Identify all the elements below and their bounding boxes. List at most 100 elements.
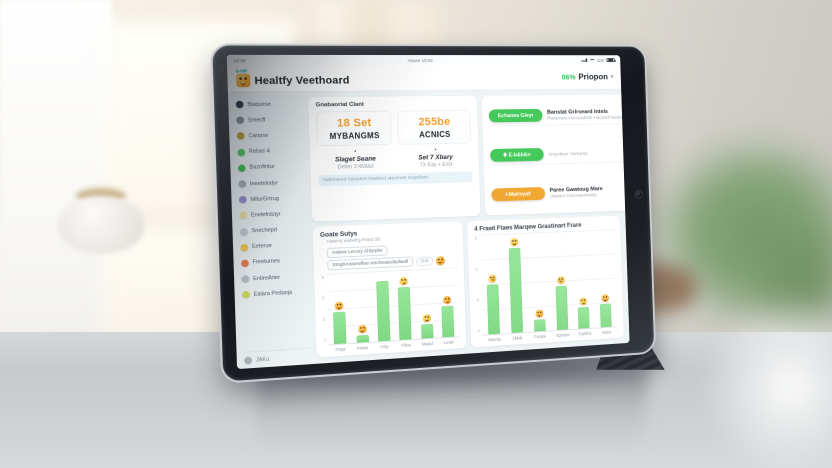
action-text: Sntyntleyr Herkarlat xyxy=(548,151,588,158)
x-tick-label: TqWths xyxy=(577,330,592,337)
smiley-yellow-icon xyxy=(556,275,565,284)
smiley-yellow-icon xyxy=(510,238,519,247)
app-header: 6-HP Healtfy Veethoard 06% Priopon ▾ xyxy=(227,64,622,93)
sidebar-item-label: Ealara Pedanja xyxy=(253,289,293,298)
sidebar-item-icon xyxy=(241,275,250,284)
stat-subinfo: Set 7 Xbary TX Eay + EXd xyxy=(399,147,472,168)
bar xyxy=(598,229,612,328)
sidebar-item-label: Cararse xyxy=(248,132,269,140)
stats-panel: Gnabaoriat Clant 18 Set MYBANGMS 255be A… xyxy=(308,95,481,222)
sidebar-item-label: Freeturnes xyxy=(252,258,280,267)
tablet-reflection xyxy=(252,368,650,454)
bar xyxy=(531,232,546,332)
sidebar-item-icon xyxy=(238,196,247,204)
sidebar: Biaquese Smecff Cararse Relser 4 Bazofintur I… xyxy=(228,92,314,369)
stat-label: ACNICS xyxy=(418,129,451,140)
stats-panel-title: Gnabaoriat Clant xyxy=(315,101,365,109)
sidebar-item-icon xyxy=(236,116,245,125)
sidebar-item-label: Enelefntstyr xyxy=(250,211,281,219)
smiley-orange-icon xyxy=(443,295,452,305)
sidebar-item-icon xyxy=(235,100,244,109)
app-logo-smiley-icon xyxy=(235,73,251,88)
chevron-down-icon: ▾ xyxy=(610,73,614,80)
signal-icon xyxy=(581,58,588,62)
light-glow xyxy=(700,296,832,468)
bar-chart: 8 6 4 2 Frtya Imw& Avty Fifua Ma&d Lmsir xyxy=(321,267,460,353)
sidebar-item-label: EntireArter xyxy=(252,274,281,282)
stat-card[interactable]: 255be ACNICS xyxy=(397,109,472,145)
y-tick: 8 xyxy=(321,274,324,281)
sidebar-item[interactable]: Cararse xyxy=(236,127,305,144)
tablet-screen: 10:08 Asues 10:04 100 6-HP xyxy=(226,54,630,370)
sidebar-item-icon xyxy=(237,148,246,156)
tablet: 10:08 Asues 10:04 100 6-HP xyxy=(209,43,657,384)
bar xyxy=(332,273,347,345)
smiley-orange-icon xyxy=(357,324,367,334)
tablet-bezel: 10:08 Asues 10:04 100 6-HP xyxy=(209,43,657,384)
action-pill-button[interactable]: E-b&b&n xyxy=(489,147,544,162)
action-row: E-b&b&n Sntyntleyr Herkarlat xyxy=(489,142,630,166)
sidebar-item[interactable]: Ealara Pedanja xyxy=(242,284,310,303)
smiley-orange-icon xyxy=(435,255,445,265)
sidebar-item-icon xyxy=(238,180,247,188)
smiley-orange-icon xyxy=(334,301,344,311)
chart-panel-left: Goate Sutys Aswcnj watwfrg Pond 30 Astie… xyxy=(312,221,467,358)
status-time: 10:08 xyxy=(233,57,246,63)
y-axis: 8 6 4 2 xyxy=(321,274,326,353)
actions-panel: Echanea Gleyr Banstat Grirseard Intels Raw… xyxy=(481,94,630,216)
score-value: 06% xyxy=(561,72,576,81)
sidebar-item-icon xyxy=(237,164,246,172)
action-pill-button[interactable]: I-Matmya# xyxy=(491,187,546,202)
y-tick: 8 xyxy=(474,235,477,241)
vase xyxy=(58,196,144,254)
bar-chart: 8 6 4 2 Mumta 2Mqk Fvtube 4Qmbw TqWths Wata xyxy=(474,229,618,343)
chart-filter[interactable]: Astiew Lecory Ahlyrplw xyxy=(326,245,388,259)
y-tick: 2 xyxy=(477,327,480,334)
y-tick: 4 xyxy=(322,316,326,322)
stat-subtext: Detter 2:458&d xyxy=(337,163,374,171)
camera-dot xyxy=(634,190,643,200)
action-pill-button[interactable]: Echanea Gleyr xyxy=(488,108,543,123)
sidebar-item-label: Snechepd xyxy=(251,227,278,235)
smiley-yellow-icon xyxy=(422,314,431,323)
sidebar-item-icon xyxy=(236,132,245,141)
stat-value: 255be xyxy=(418,115,451,129)
sidebar-item[interactable]: Relser 4 xyxy=(237,143,305,160)
sidebar-item-label: Relser 4 xyxy=(248,148,271,156)
smiley-orange-icon xyxy=(601,293,610,302)
x-tick-label: Avty xyxy=(380,343,389,350)
sidebar-item-icon xyxy=(240,243,249,252)
sidebar-item-icon xyxy=(239,211,248,220)
filter-count: (24) xyxy=(416,256,433,266)
sidebar-item-icon xyxy=(240,227,248,236)
y-tick: 6 xyxy=(321,295,325,301)
action-text: Rawanars intecyadstls Inacandf liaalfvre… xyxy=(547,114,630,122)
bar xyxy=(376,271,391,342)
battery-percent: 100 xyxy=(597,57,605,63)
x-tick-label: Imw& xyxy=(357,345,369,351)
bar xyxy=(419,269,434,339)
x-tick-label: Fifua xyxy=(401,342,411,348)
sidebar-item-label: Smecff xyxy=(247,117,266,124)
profile-menu[interactable]: 06% Priopon ▾ xyxy=(561,72,613,82)
stat-label: MYBANGMS xyxy=(329,131,380,142)
stat-card[interactable]: 18 Set MYBANGMS xyxy=(315,110,393,147)
sidebar-footer-item[interactable]: JAKu xyxy=(244,347,312,365)
sidebar-item[interactable]: Smecff xyxy=(236,112,304,129)
action-title: Banstat Grirseard Intels xyxy=(546,108,609,116)
bar xyxy=(440,268,455,338)
bar xyxy=(354,272,369,343)
battery-icon xyxy=(606,57,615,63)
sidebar-item[interactable]: Bazofintur xyxy=(237,159,306,176)
stat-value: 18 Set xyxy=(336,116,372,130)
stat-subtext: TX Eay + EXd xyxy=(419,161,453,169)
sidebar-item-label: Eeterue xyxy=(251,243,272,251)
x-tick-label: Lmsir xyxy=(443,339,454,346)
bar xyxy=(576,230,590,329)
x-tick-label: Ma&d xyxy=(421,340,434,347)
profile-name: Priopon xyxy=(578,71,609,82)
chart-filter[interactable]: SmgiVuswrwfkar wscheated&dieall xyxy=(327,256,414,271)
sidebar-item[interactable]: Biaquese xyxy=(235,96,304,112)
